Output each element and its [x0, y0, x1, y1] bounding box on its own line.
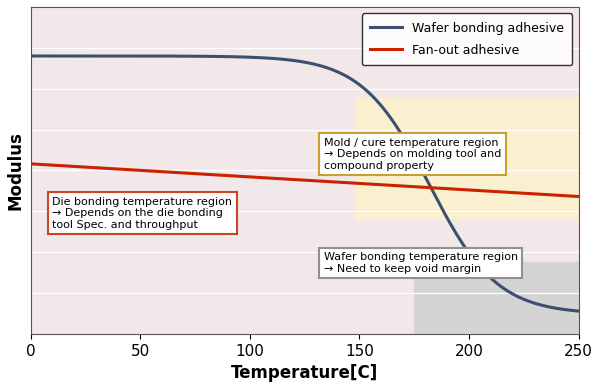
- Wafer bonding adhesive: [454, 234, 461, 239]
- Wafer bonding adhesive: [27, 54, 34, 58]
- Wafer bonding adhesive: [403, 141, 410, 145]
- Y-axis label: Modulus: Modulus: [7, 131, 25, 210]
- Wafer bonding adhesive: [464, 249, 472, 254]
- Line: Wafer bonding adhesive: Wafer bonding adhesive: [31, 56, 578, 311]
- Text: Wafer bonding temperature region
→ Need to keep void margin: Wafer bonding temperature region → Need …: [324, 252, 518, 274]
- Fan-out adhesive: [454, 187, 461, 192]
- Fan-out adhesive: [248, 175, 256, 179]
- Legend: Wafer bonding adhesive, Fan-out adhesive: Wafer bonding adhesive, Fan-out adhesive: [362, 13, 572, 65]
- Fan-out adhesive: [403, 184, 410, 189]
- Wafer bonding adhesive: [248, 55, 256, 60]
- Text: Mold / cure temperature region
→ Depends on molding tool and
compound property: Mold / cure temperature region → Depends…: [324, 138, 501, 171]
- Fan-out adhesive: [268, 176, 275, 180]
- X-axis label: Temperature[C]: Temperature[C]: [231, 364, 378, 382]
- Wafer bonding adhesive: [575, 309, 582, 314]
- Line: Fan-out adhesive: Fan-out adhesive: [31, 164, 578, 196]
- Wafer bonding adhesive: [83, 54, 90, 58]
- Fan-out adhesive: [464, 187, 472, 192]
- Fan-out adhesive: [575, 194, 582, 199]
- Text: Die bonding temperature region
→ Depends on the die bonding
tool Spec. and throu: Die bonding temperature region → Depends…: [52, 196, 232, 230]
- Wafer bonding adhesive: [268, 56, 275, 61]
- Fan-out adhesive: [27, 161, 34, 166]
- Fan-out adhesive: [83, 165, 90, 170]
